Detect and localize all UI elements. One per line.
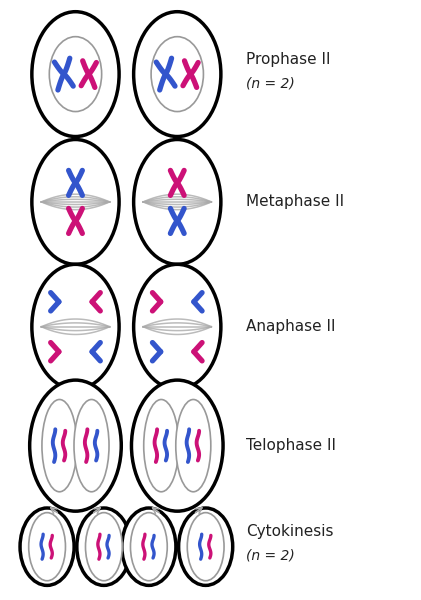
Circle shape: [20, 508, 74, 586]
Circle shape: [49, 37, 101, 112]
Text: (n = 2): (n = 2): [246, 76, 295, 90]
Text: Prophase II: Prophase II: [246, 52, 330, 67]
Ellipse shape: [74, 400, 109, 492]
Circle shape: [32, 11, 119, 137]
Circle shape: [122, 508, 176, 586]
Circle shape: [151, 37, 203, 112]
Circle shape: [77, 508, 131, 586]
Circle shape: [133, 11, 221, 137]
Circle shape: [32, 140, 119, 265]
Circle shape: [131, 380, 223, 511]
Text: Metaphase II: Metaphase II: [246, 194, 344, 209]
Ellipse shape: [85, 512, 122, 581]
Ellipse shape: [176, 400, 211, 492]
Ellipse shape: [42, 400, 77, 492]
Text: Cytokinesis: Cytokinesis: [246, 524, 333, 539]
Ellipse shape: [187, 512, 224, 581]
Text: Anaphase II: Anaphase II: [246, 319, 335, 334]
Circle shape: [29, 380, 121, 511]
Ellipse shape: [29, 512, 66, 581]
Text: (n = 2): (n = 2): [246, 548, 295, 563]
Circle shape: [133, 140, 221, 265]
Circle shape: [133, 265, 221, 389]
Text: Telophase II: Telophase II: [246, 438, 336, 453]
Ellipse shape: [144, 400, 179, 492]
Circle shape: [32, 265, 119, 389]
Ellipse shape: [131, 512, 167, 581]
Circle shape: [179, 508, 233, 586]
